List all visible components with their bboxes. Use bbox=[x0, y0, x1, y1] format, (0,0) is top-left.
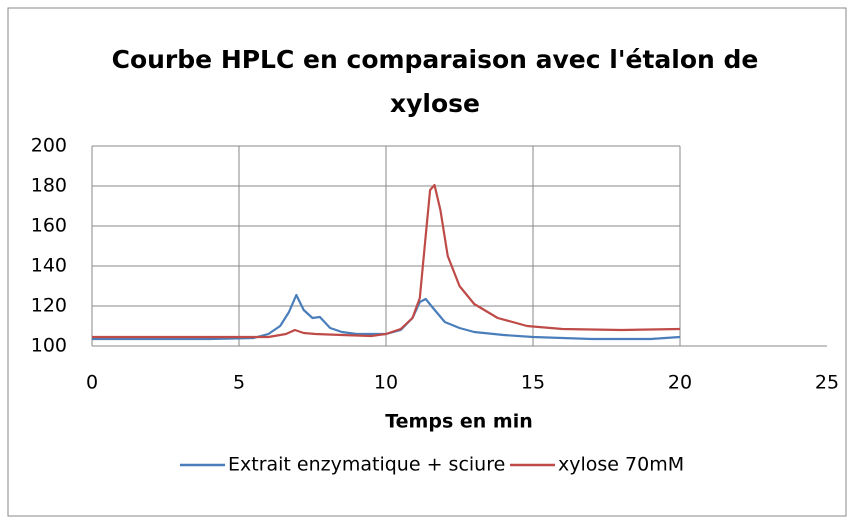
x-tick-label: 5 bbox=[233, 372, 245, 394]
y-tick-label: 120 bbox=[31, 295, 67, 317]
legend-label: xylose 70mM bbox=[558, 454, 684, 476]
chart-border bbox=[7, 7, 847, 517]
x-axis-label: Temps en min bbox=[385, 411, 533, 433]
y-tick-label: 160 bbox=[31, 215, 67, 237]
y-tick-label: 140 bbox=[31, 255, 67, 277]
x-tick-label: 25 bbox=[815, 372, 839, 394]
chart-title: Courbe HPLC en comparaison avec l'étalon… bbox=[111, 45, 759, 118]
x-tick-label: 10 bbox=[374, 372, 398, 394]
y-tick-label: 100 bbox=[31, 335, 67, 357]
x-tick-label: 20 bbox=[668, 372, 692, 394]
y-tick-label: 200 bbox=[31, 135, 67, 157]
x-tick-label: 15 bbox=[521, 372, 545, 394]
legend-label: Extrait enzymatique + sciure bbox=[228, 454, 505, 476]
x-tick-label: 0 bbox=[86, 372, 98, 394]
y-tick-label: 180 bbox=[31, 175, 67, 197]
series-line bbox=[92, 293, 681, 341]
series-line bbox=[92, 183, 681, 339]
